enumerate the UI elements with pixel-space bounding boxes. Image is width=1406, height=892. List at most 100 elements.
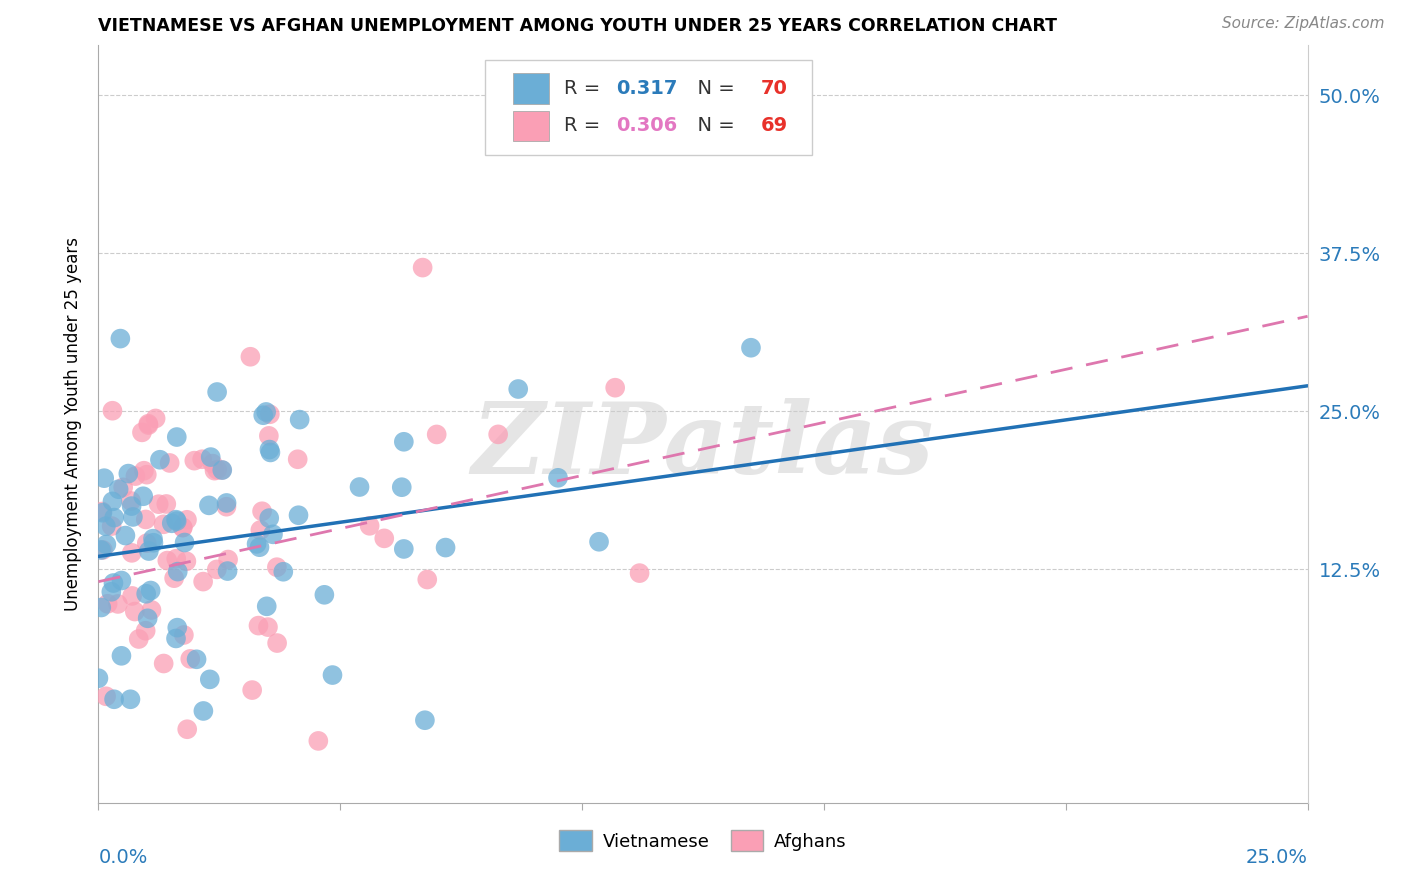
Point: [205, 463, 228, 477]
Point: [245, 537, 267, 551]
Point: [156, 553, 179, 567]
Text: 69: 69: [761, 116, 789, 136]
Point: [173, 628, 195, 642]
Point: [142, 532, 165, 546]
Point: [349, 480, 371, 494]
Point: [160, 516, 183, 531]
Point: [257, 620, 280, 634]
Point: [240, 683, 263, 698]
Point: [132, 464, 155, 478]
Point: [155, 497, 177, 511]
Point: [259, 442, 281, 457]
Point: [124, 469, 146, 483]
Point: [250, 504, 273, 518]
Point: [259, 445, 281, 459]
Point: [256, 599, 278, 614]
Point: [307, 734, 329, 748]
Point: [121, 499, 143, 513]
Point: [172, 520, 194, 534]
Point: [120, 692, 142, 706]
Point: [100, 584, 122, 599]
Text: 0.317: 0.317: [616, 79, 678, 98]
Point: [239, 350, 262, 364]
Point: [166, 430, 188, 444]
Point: [165, 513, 187, 527]
Point: [215, 496, 238, 510]
Point: [103, 692, 125, 706]
Point: [110, 574, 132, 588]
Point: [413, 713, 436, 727]
Text: N =: N =: [685, 116, 741, 136]
Point: [254, 405, 277, 419]
Point: [166, 565, 188, 579]
Point: [271, 565, 294, 579]
Point: [176, 723, 198, 737]
Point: [166, 621, 188, 635]
Point: [247, 618, 270, 632]
Point: [101, 403, 124, 417]
Point: [100, 519, 122, 533]
Point: [94, 519, 117, 533]
Point: [107, 482, 129, 496]
FancyBboxPatch shape: [513, 111, 550, 141]
Point: [200, 450, 222, 464]
Point: [198, 499, 221, 513]
Point: [412, 260, 434, 275]
Point: [131, 425, 153, 440]
Point: [288, 412, 311, 426]
Text: 0.0%: 0.0%: [98, 848, 148, 867]
Point: [135, 536, 157, 550]
Text: 0.306: 0.306: [616, 116, 678, 136]
Point: [205, 384, 228, 399]
Point: [91, 506, 114, 520]
Point: [124, 605, 146, 619]
Point: [135, 624, 157, 638]
Point: [176, 513, 198, 527]
Point: [392, 541, 415, 556]
Point: [193, 704, 215, 718]
Point: [257, 511, 280, 525]
Point: [139, 583, 162, 598]
Point: [101, 494, 124, 508]
Point: [191, 574, 214, 589]
Point: [121, 589, 143, 603]
Point: [165, 632, 187, 646]
Point: [103, 510, 125, 524]
Point: [359, 518, 381, 533]
Point: [132, 489, 155, 503]
Point: [138, 418, 160, 433]
Point: [217, 564, 239, 578]
Point: [287, 508, 309, 523]
Point: [135, 467, 157, 482]
Text: N =: N =: [685, 79, 741, 98]
Point: [321, 668, 343, 682]
Point: [628, 566, 651, 581]
Text: VIETNAMESE VS AFGHAN UNEMPLOYMENT AMONG YOUTH UNDER 25 YEARS CORRELATION CHART: VIETNAMESE VS AFGHAN UNEMPLOYMENT AMONG …: [98, 17, 1057, 35]
Point: [508, 382, 530, 396]
Text: 70: 70: [761, 79, 787, 98]
Point: [183, 453, 205, 467]
Point: [179, 652, 201, 666]
Legend: Vietnamese, Afghans: Vietnamese, Afghans: [553, 823, 853, 858]
Point: [110, 648, 132, 663]
Point: [173, 535, 195, 549]
Point: [191, 452, 214, 467]
Point: [252, 409, 274, 423]
Point: [122, 510, 145, 524]
Point: [163, 571, 186, 585]
Point: [605, 381, 627, 395]
Text: 25.0%: 25.0%: [1246, 848, 1308, 867]
Point: [120, 494, 142, 508]
Point: [136, 611, 159, 625]
Point: [138, 544, 160, 558]
Point: [90, 543, 112, 558]
Point: [172, 520, 194, 534]
Point: [94, 690, 117, 704]
Point: [373, 532, 395, 546]
Point: [128, 632, 150, 646]
Point: [159, 456, 181, 470]
Point: [135, 512, 157, 526]
Point: [91, 543, 114, 558]
Point: [287, 452, 309, 467]
Point: [740, 341, 762, 355]
